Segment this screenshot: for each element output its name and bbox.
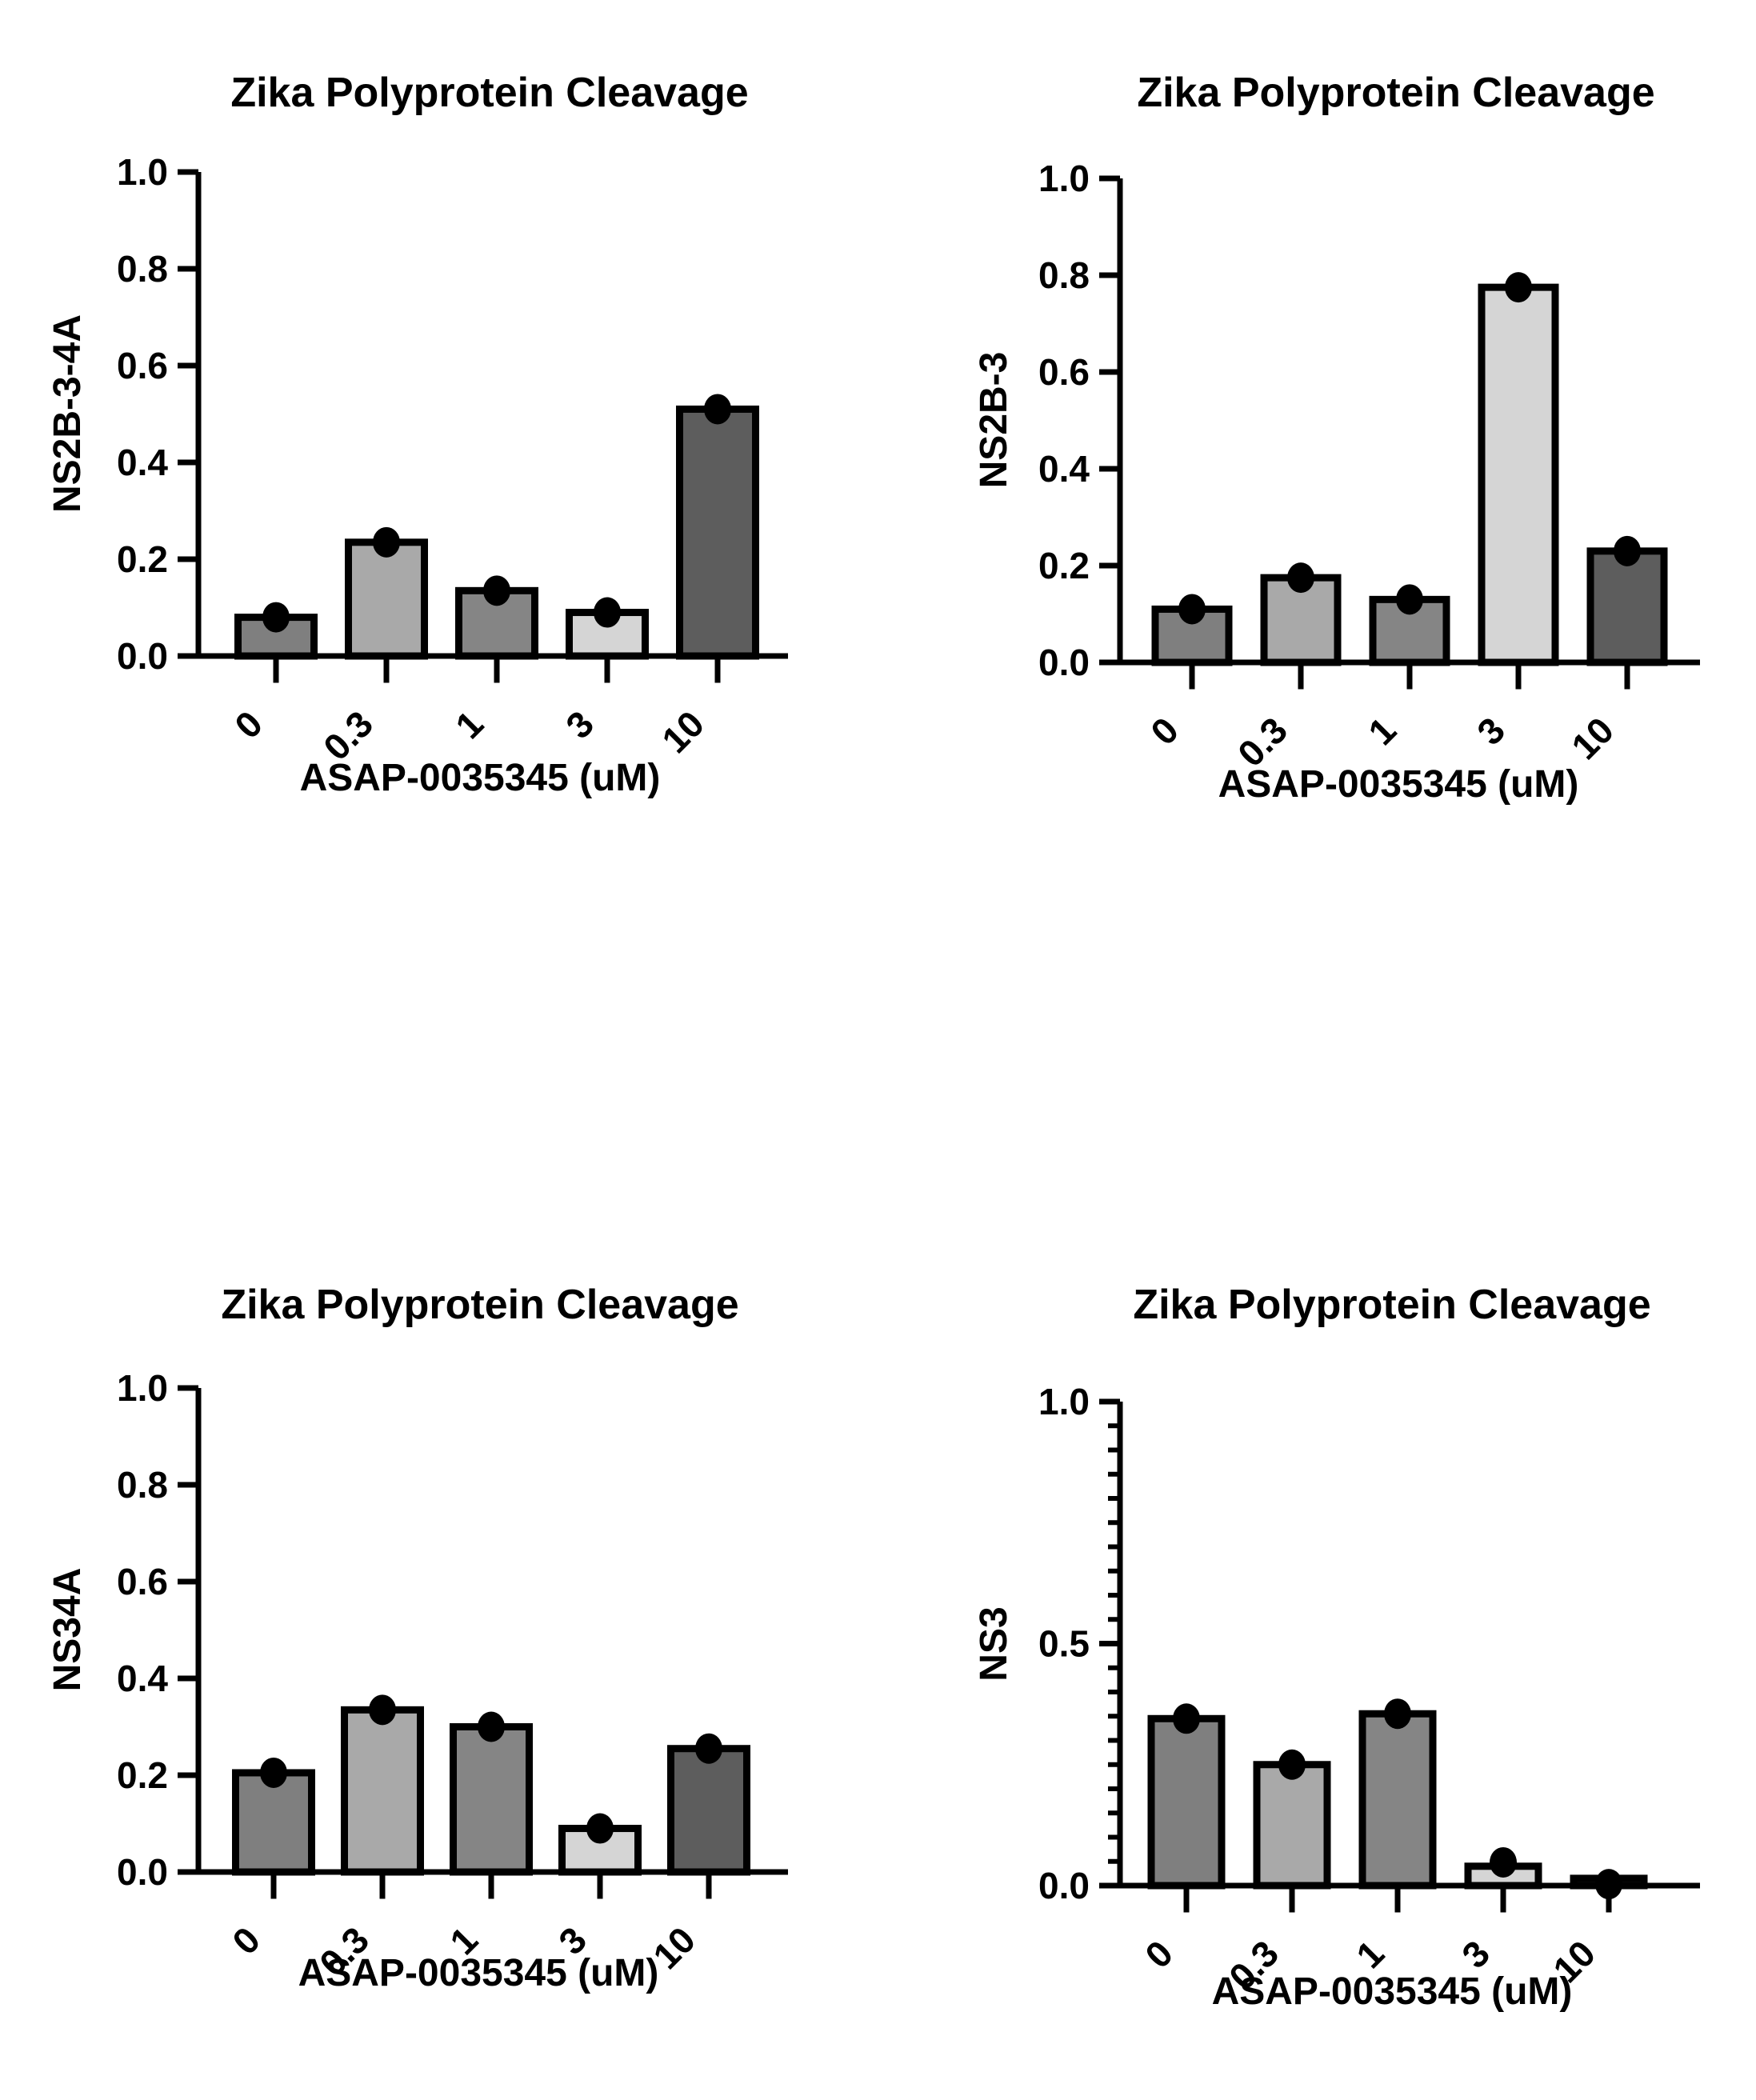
data-point-10uM — [695, 1733, 722, 1764]
data-point-0uM — [260, 1757, 287, 1788]
x-axis-label: ASAP-0035345 (uM) — [1218, 763, 1579, 806]
x-tick-label: 0 — [1137, 1932, 1181, 1976]
data-point-10uM — [1595, 1869, 1622, 1900]
x-tick-label: 0 — [226, 702, 270, 746]
y-tick-label: 0.2 — [117, 538, 168, 580]
y-axis-label: NS34A — [46, 1568, 89, 1692]
y-axis-label: NS3 — [973, 1606, 1015, 1681]
data-point-3uM — [586, 1813, 614, 1844]
chart-ns34a: Zika Polyprotein Cleavage NS34A 0.0 0.2 0.4 0… — [46, 1282, 788, 1994]
y-axis-label: NS2B-3 — [973, 352, 1015, 489]
bar-0uM — [1147, 1714, 1226, 1890]
chart-title: Zika Polyprotein Cleavage — [1133, 1282, 1650, 1328]
x-axis-label: ASAP-0035345 (uM) — [300, 757, 661, 799]
x-tick-label: 3 — [1469, 709, 1513, 753]
data-point-0uM — [1173, 1703, 1200, 1734]
bar-0.3uM — [345, 538, 428, 660]
chart-ns2b-3-4a: Zika Polyprotein Cleavage NS2B-3-4A 0.0 0.2… — [46, 70, 788, 799]
y-tick-label: 0.5 — [1038, 1623, 1090, 1665]
y-tick-label: 0.4 — [117, 1658, 168, 1699]
y-tick-label: 1.0 — [117, 1367, 168, 1409]
data-point-3uM — [1490, 1846, 1517, 1878]
chart-title: Zika Polyprotein Cleavage — [1137, 70, 1654, 116]
chart-title: Zika Polyprotein Cleavage — [230, 70, 748, 116]
x-axis-label: ASAP-0035345 (uM) — [1212, 1970, 1573, 2013]
bar-1uM — [1358, 1710, 1437, 1890]
data-point-0.3uM — [1287, 562, 1314, 594]
y-tick-label: 0.0 — [117, 635, 168, 677]
data-point-0.3uM — [373, 526, 400, 558]
x-tick-label: 10 — [654, 702, 712, 761]
x-tick-label: 10 — [1563, 709, 1622, 767]
bar-10uM — [667, 1745, 750, 1876]
y-tick-label: 0.4 — [117, 442, 168, 483]
data-point-10uM — [1614, 535, 1641, 566]
x-tick-label: 1 — [447, 702, 491, 746]
y-tick-label: 0.8 — [1038, 254, 1090, 296]
y-tick-label: 1.0 — [117, 151, 168, 193]
data-point-10uM — [704, 394, 731, 425]
x-tick-label: 1 — [1360, 709, 1404, 753]
y-tick-label: 0.6 — [1038, 351, 1090, 393]
y-tick-label: 0.0 — [1038, 642, 1090, 683]
chart-ns2b-3: Zika Polyprotein Cleavage NS2B-3 0.0 0.2 0.4… — [973, 70, 1700, 806]
y-tick-label: 0.2 — [1038, 545, 1090, 586]
y-tick-label: 0.8 — [117, 1464, 168, 1506]
x-tick-label: 0 — [224, 1918, 268, 1962]
bar-10uM — [1586, 547, 1668, 666]
x-axis-label: ASAP-0035345 (uM) — [298, 1952, 659, 1994]
data-point-1uM — [1384, 1698, 1411, 1730]
chart-title: Zika Polyprotein Cleavage — [221, 1282, 738, 1328]
x-tick-label: 3 — [1454, 1932, 1498, 1976]
y-axis-label: NS2B-3-4A — [46, 314, 89, 513]
y-tick-label: 0.2 — [117, 1754, 168, 1796]
y-tick-label: 0.0 — [117, 1851, 168, 1893]
y-tick-label: 0.4 — [1038, 448, 1090, 490]
bar-0.3uM — [341, 1706, 424, 1876]
bar-10uM — [676, 405, 759, 660]
y-tick-label: 0.8 — [117, 248, 168, 290]
data-point-0uM — [1178, 594, 1206, 625]
bar-1uM — [450, 1723, 533, 1876]
data-point-1uM — [483, 575, 510, 606]
y-tick-label: 0.0 — [1038, 1865, 1090, 1906]
y-tick-label: 1.0 — [1038, 158, 1090, 199]
data-point-1uM — [478, 1711, 505, 1742]
data-point-3uM — [1505, 272, 1532, 303]
x-tick-label: 0 — [1142, 709, 1186, 753]
data-point-1uM — [1396, 584, 1423, 615]
x-tick-label: 1 — [1348, 1932, 1392, 1976]
data-point-0uM — [262, 602, 290, 633]
y-tick-label: 0.6 — [117, 1561, 168, 1602]
y-tick-label: 0.6 — [117, 345, 168, 386]
data-point-0.3uM — [369, 1694, 396, 1726]
bar-0.3uM — [1253, 1761, 1331, 1890]
data-point-0.3uM — [1278, 1749, 1306, 1780]
data-point-3uM — [594, 597, 621, 628]
x-tick-label: 3 — [558, 702, 602, 746]
y-tick-label: 1.0 — [1038, 1381, 1090, 1422]
bar-3uM — [1478, 283, 1559, 666]
